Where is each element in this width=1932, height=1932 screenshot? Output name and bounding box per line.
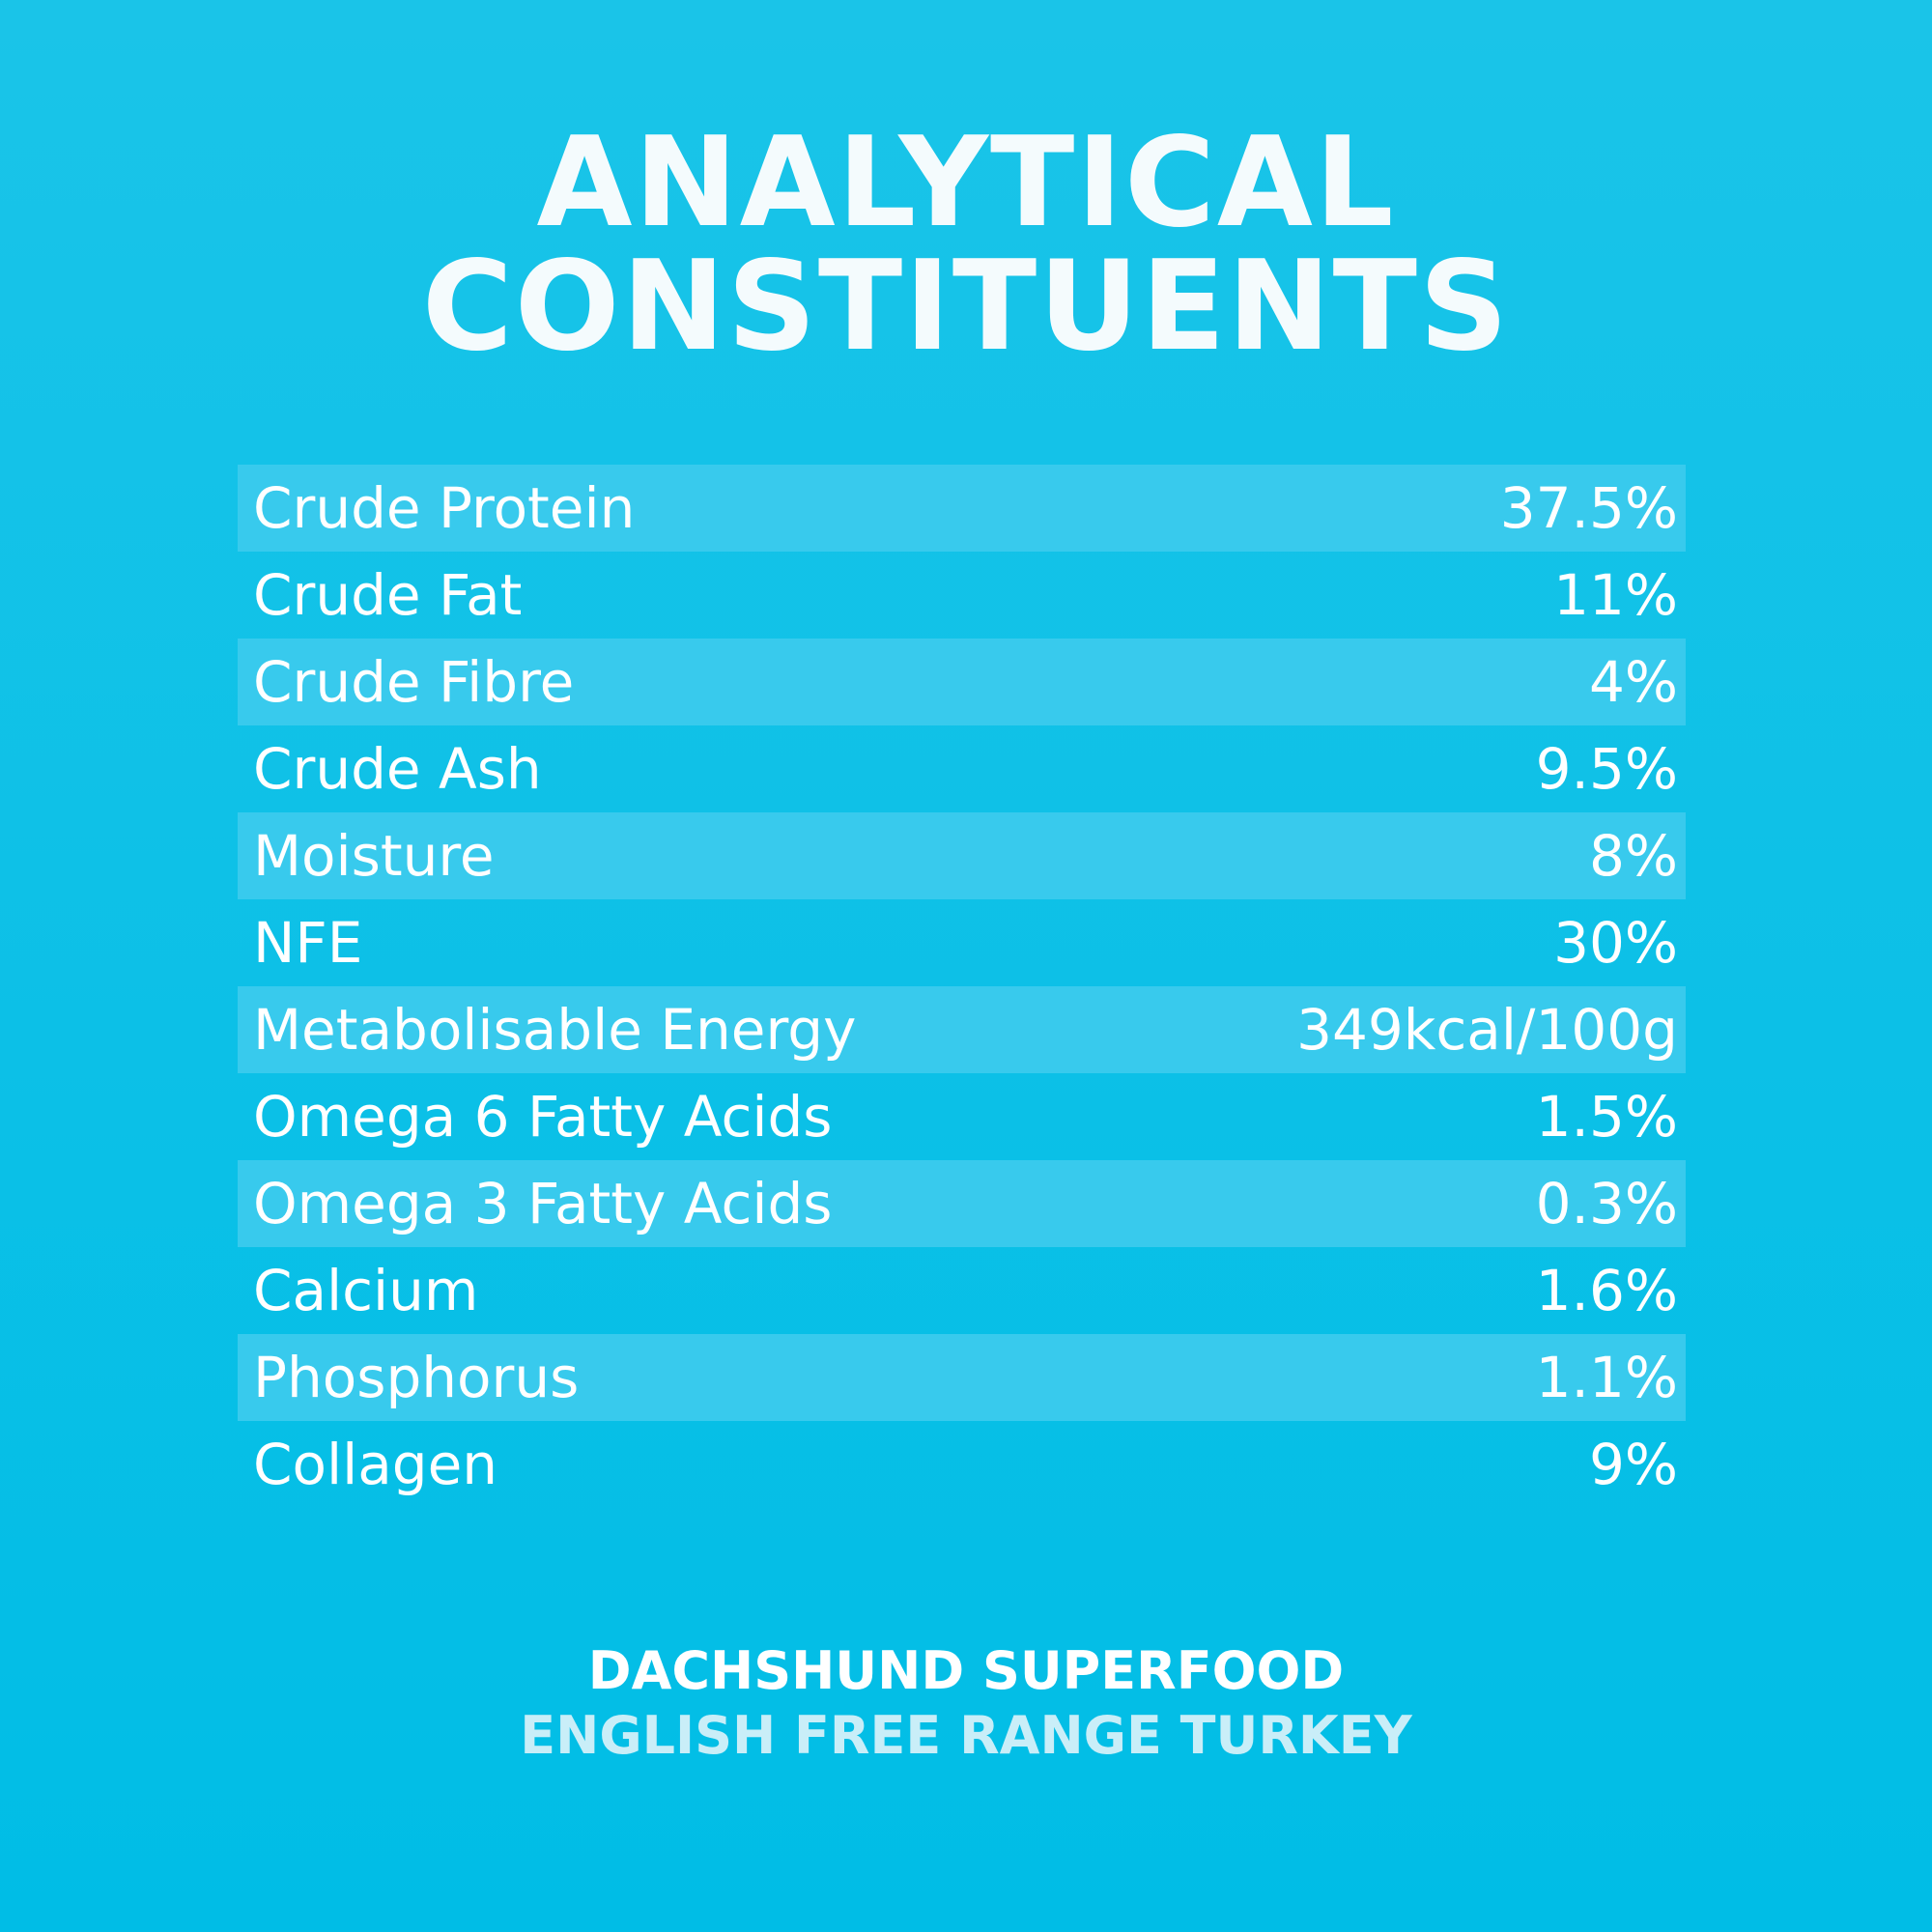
table-row: Omega 6 Fatty Acids 1.5% bbox=[238, 1073, 1686, 1160]
nutrient-name: Omega 6 Fatty Acids bbox=[253, 1084, 833, 1150]
nutrient-name: Calcium bbox=[253, 1258, 479, 1323]
nutrient-value: 37.5% bbox=[1499, 475, 1678, 541]
title: CONSTITUENTS bbox=[421, 235, 1511, 379]
table-row: Moisture 8% bbox=[238, 812, 1686, 899]
table-row: Metabolisable Energy 349kcal/100g bbox=[238, 986, 1686, 1073]
nutrient-name: Crude Ash bbox=[253, 736, 542, 802]
nutrient-value: 349kcal/100g bbox=[1296, 997, 1678, 1063]
table-row: Calcium 1.6% bbox=[238, 1247, 1686, 1334]
nutrient-value: 9.5% bbox=[1535, 736, 1678, 802]
table-row: Crude Protein 37.5% bbox=[238, 465, 1686, 552]
nutrient-value: 30% bbox=[1553, 910, 1678, 976]
nutrient-value: 1.6% bbox=[1535, 1258, 1678, 1323]
nutrient-value: 11% bbox=[1553, 562, 1678, 628]
nutrient-value: 0.3% bbox=[1535, 1171, 1678, 1236]
table-row: Crude Ash 9.5% bbox=[238, 725, 1686, 812]
nutrient-name: Crude Fat bbox=[253, 562, 523, 628]
table-row: Collagen 9% bbox=[238, 1421, 1686, 1508]
nutrient-value: 4% bbox=[1588, 649, 1678, 715]
nutrient-name: Metabolisable Energy bbox=[253, 997, 857, 1063]
nutrient-value: 1.5% bbox=[1535, 1084, 1678, 1150]
title: ANALYTICAL bbox=[536, 111, 1396, 255]
table-row: NFE 30% bbox=[238, 899, 1686, 986]
table-row: Phosphorus 1.1% bbox=[238, 1334, 1686, 1421]
nutrient-value: 8% bbox=[1588, 823, 1678, 889]
nutrient-name: Omega 3 Fatty Acids bbox=[253, 1171, 833, 1236]
nutrient-name: Crude Protein bbox=[253, 475, 636, 541]
footer-line: ENGLISH FREE RANGE TURKEY bbox=[520, 1705, 1412, 1766]
nutrient-value: 9% bbox=[1588, 1432, 1678, 1497]
nutrient-name: NFE bbox=[253, 910, 363, 976]
nutrient-name: Collagen bbox=[253, 1432, 498, 1497]
table-row: Crude Fibre 4% bbox=[238, 639, 1686, 725]
table-row: Omega 3 Fatty Acids 0.3% bbox=[238, 1160, 1686, 1247]
footer-line: DACHSHUND SUPERFOOD bbox=[587, 1640, 1345, 1701]
table: Crude Protein 37.5% Crude Fat 11% Crude Fibr… bbox=[238, 465, 1686, 1508]
nutrient-name: Phosphorus bbox=[253, 1345, 580, 1410]
nutrient-name: Moisture bbox=[253, 823, 495, 889]
nutrient-name: Crude Fibre bbox=[253, 649, 575, 715]
table-row: Crude Fat 11% bbox=[238, 552, 1686, 639]
nutrient-value: 1.1% bbox=[1535, 1345, 1678, 1410]
